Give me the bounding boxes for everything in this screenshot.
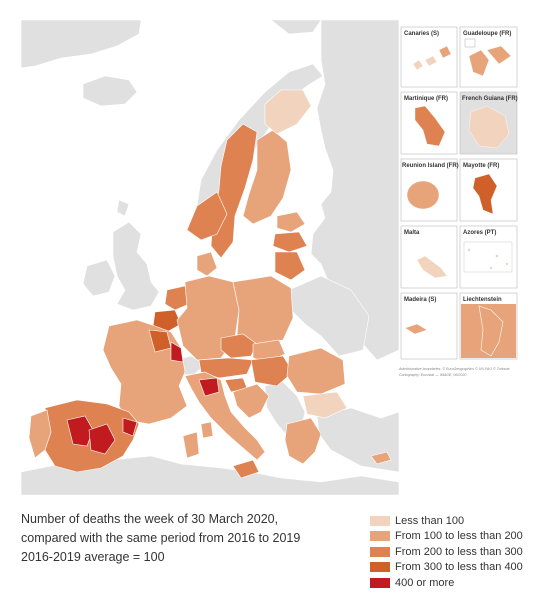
inset-madeira: Madeira (S) [400, 292, 458, 360]
inset-label-martinique: Martinique (FR) [404, 96, 448, 102]
legend-swatch [370, 515, 390, 526]
map-attribution-1: Administrative boundaries: © EuroGeograp… [398, 367, 510, 371]
legend-label: Less than 100 [395, 514, 465, 527]
legend: Less than 100 From 100 to less than 200 … [370, 513, 535, 591]
sweden [210, 123, 258, 259]
lithuania [274, 251, 306, 281]
legend-item: From 100 to less than 200 [370, 529, 535, 545]
lombardy [198, 377, 220, 397]
insets-panel: Canaries (S) Guadeloupe (FR) Martinique … [398, 20, 519, 377]
denmark [196, 251, 218, 277]
inset-label-mayotte: Mayotte (FR) [463, 163, 499, 169]
inset-mayotte: Mayotte (FR) [459, 158, 518, 222]
arctic-islands [270, 20, 322, 35]
caption-line-3: 2016-2019 average = 100 [21, 550, 165, 564]
map-caption: Number of deaths the week of 30 March 20… [21, 510, 351, 567]
legend-swatch [370, 531, 390, 542]
inset-label-french-guiana: French Guiana (FR) [462, 96, 518, 102]
madrid [88, 423, 116, 455]
legend-item: 400 or more [370, 575, 535, 591]
united-kingdom [112, 221, 160, 311]
legend-swatch [370, 562, 390, 573]
ireland [82, 259, 116, 297]
inset-label-malta: Malta [404, 230, 420, 236]
caption-line-2: compared with the same period from 2016 … [21, 531, 301, 545]
inset-guadeloupe: Guadeloupe (FR) [459, 26, 518, 88]
austria [198, 357, 254, 379]
choropleth-map: Canaries (S) Guadeloupe (FR) Martinique … [21, 20, 519, 495]
inset-french-guiana: French Guiana (FR) [459, 91, 518, 155]
inset-liechtenstein: Liechtenstein [459, 292, 518, 360]
poland [232, 275, 294, 345]
finland [242, 129, 292, 225]
corsica [200, 421, 214, 439]
legend-label: From 100 to less than 200 [395, 530, 523, 543]
portugal [28, 409, 52, 459]
belarus-ukraine [288, 275, 370, 357]
legend-item: Less than 100 [370, 513, 535, 529]
legend-item: From 300 to less than 400 [370, 560, 535, 576]
netherlands [164, 285, 190, 311]
czechia [220, 333, 258, 359]
croatia [232, 383, 270, 419]
legend-swatch [370, 577, 390, 588]
legend-label: 400 or more [395, 576, 455, 589]
cyprus [370, 451, 392, 465]
inset-label-guadeloupe: Guadeloupe (FR) [463, 31, 511, 37]
iceland [82, 75, 138, 107]
inset-azores: Azores (PT) [459, 225, 518, 289]
legend-label: From 300 to less than 400 [395, 561, 523, 574]
inset-martinique: Martinique (FR) [400, 91, 458, 155]
inset-label-reunion: Reunion Island (FR) [402, 163, 459, 169]
estonia [276, 211, 306, 233]
belgium [152, 309, 182, 333]
norway-south [186, 191, 228, 241]
sicily [232, 459, 260, 479]
map-svg: Canaries (S) Guadeloupe (FR) Martinique … [21, 20, 519, 495]
greenland [21, 20, 142, 69]
sardinia [182, 431, 200, 459]
legend-label: From 200 to less than 300 [395, 545, 523, 558]
inset-canaries: Canaries (S) [400, 26, 458, 88]
inset-label-madeira: Madeira (S) [404, 297, 436, 303]
grand-est [170, 341, 184, 363]
catalonia [122, 417, 138, 437]
shetland [116, 199, 130, 217]
map-attribution-2: Cartography: Eurostat — IMAGE, 06/2020 [399, 373, 466, 377]
bulgaria [302, 391, 348, 419]
greece [284, 417, 322, 465]
eu-regions [28, 89, 392, 479]
inset-reunion: Reunion Island (FR) [400, 158, 459, 222]
inset-label-liechtenstein: Liechtenstein [463, 297, 502, 303]
romania [286, 347, 346, 395]
north-africa [21, 455, 400, 495]
finland-north [264, 89, 312, 135]
inset-label-azores: Azores (PT) [463, 230, 496, 236]
latvia [272, 231, 308, 253]
legend-item: From 200 to less than 300 [370, 544, 535, 560]
inset-malta: Malta [400, 225, 458, 289]
non-eu-land [21, 20, 400, 495]
inset-label-canaries: Canaries (S) [404, 31, 439, 37]
caption-line-1: Number of deaths the week of 30 March 20… [21, 512, 279, 526]
hungary [250, 355, 294, 387]
legend-swatch [370, 546, 390, 557]
russia [310, 20, 400, 361]
